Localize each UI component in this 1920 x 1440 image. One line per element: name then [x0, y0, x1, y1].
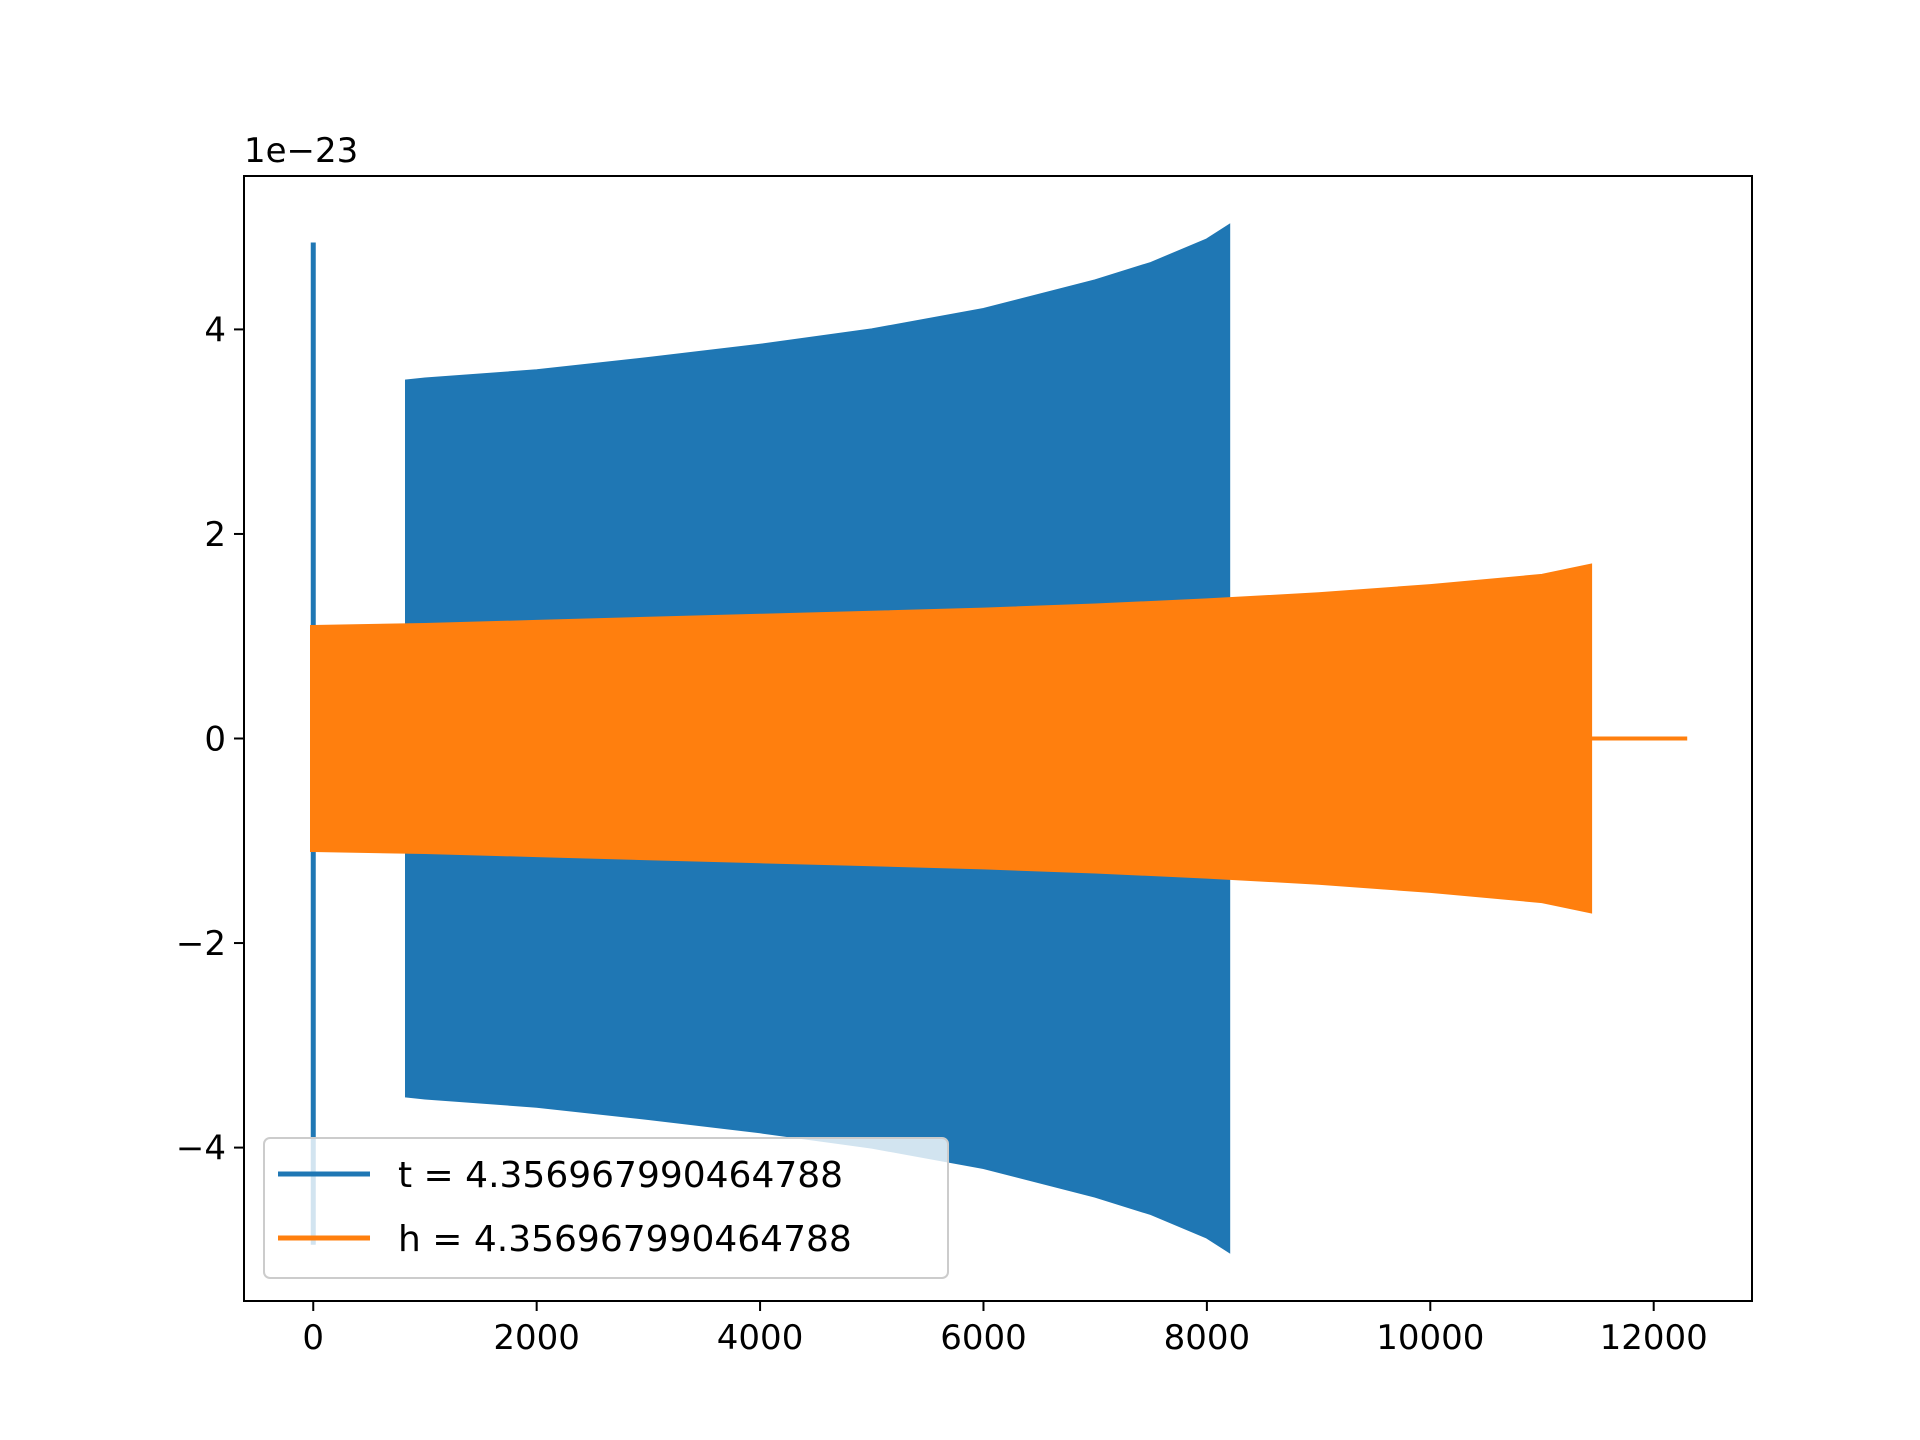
y-axis: −4 −2 0 2 4: [176, 310, 244, 1169]
legend-box: [263, 1137, 949, 1279]
y-axis-offset-label: 1e−23: [244, 131, 358, 171]
x-tick-label: 6000: [940, 1318, 1027, 1358]
x-tick-label: 12000: [1600, 1318, 1708, 1358]
y-tick-label: −2: [176, 924, 226, 964]
x-tick-label: 4000: [717, 1318, 804, 1358]
y-tick-label: −4: [176, 1129, 226, 1169]
series-2-envelope: [310, 563, 1593, 914]
legend-label-2: h = 4.356967990464788: [398, 1219, 852, 1260]
y-tick-label: 4: [204, 310, 226, 350]
x-axis: 0 2000 4000 6000 8000 10000 12000: [302, 1301, 1708, 1358]
legend-label-1: t = 4.356967990464788: [398, 1155, 843, 1196]
x-tick-label: 2000: [493, 1318, 580, 1358]
series-2: [310, 563, 1688, 914]
x-tick-label: 8000: [1164, 1318, 1251, 1358]
data-layer: [310, 223, 1688, 1254]
legend: t = 4.356967990464788 h = 4.3569679904647…: [263, 1137, 949, 1279]
x-tick-label: 10000: [1376, 1318, 1484, 1358]
y-tick-label: 0: [204, 720, 226, 760]
x-tick-label: 0: [302, 1318, 324, 1358]
y-tick-label: 2: [204, 515, 226, 555]
